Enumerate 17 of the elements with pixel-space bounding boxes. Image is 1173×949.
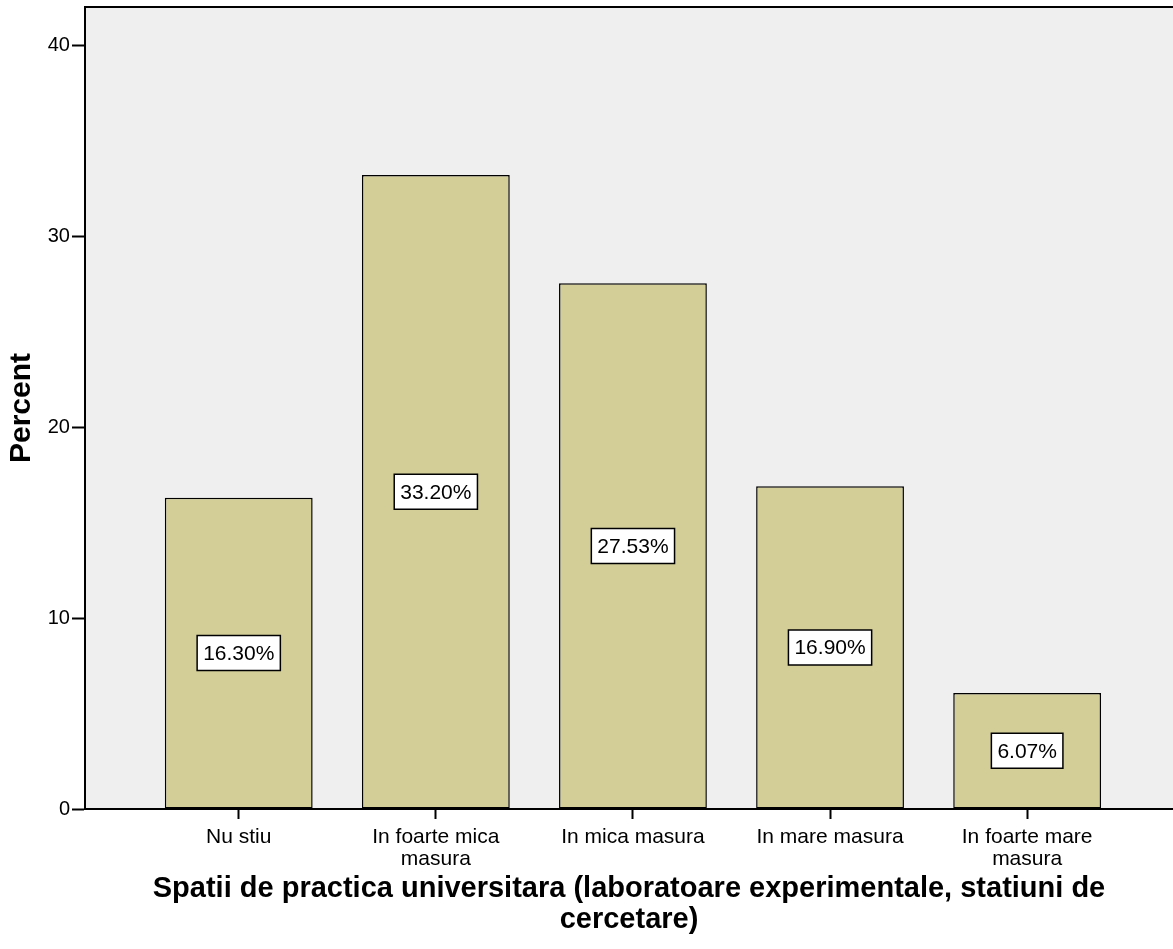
data-label: 27.53% bbox=[597, 533, 669, 557]
data-label: 6.07% bbox=[997, 738, 1057, 762]
data-label: 16.30% bbox=[203, 640, 275, 664]
x-tick-label: In mica masura bbox=[561, 823, 706, 847]
y-tick-label: 40 bbox=[47, 32, 70, 55]
x-tick-label: In foarte mica masura bbox=[372, 823, 500, 869]
y-tick-label: 30 bbox=[47, 223, 70, 246]
x-tick-label: In mare masura bbox=[756, 823, 904, 847]
x-axis-title: Spatii de practica universitara (laboratoare experimentale, statiuni de cercetare) bbox=[152, 871, 1106, 934]
y-tick-label: 0 bbox=[58, 796, 70, 819]
y-axis-title: Percent bbox=[3, 352, 37, 464]
y-tick-label: 10 bbox=[47, 605, 70, 628]
x-tick-label: In foarte mare masura bbox=[961, 823, 1093, 869]
data-label: 33.20% bbox=[400, 479, 472, 503]
y-tick-label: 20 bbox=[47, 414, 70, 437]
data-label: 16.90% bbox=[794, 635, 866, 659]
x-tick-label: Nu stiu bbox=[206, 823, 272, 847]
